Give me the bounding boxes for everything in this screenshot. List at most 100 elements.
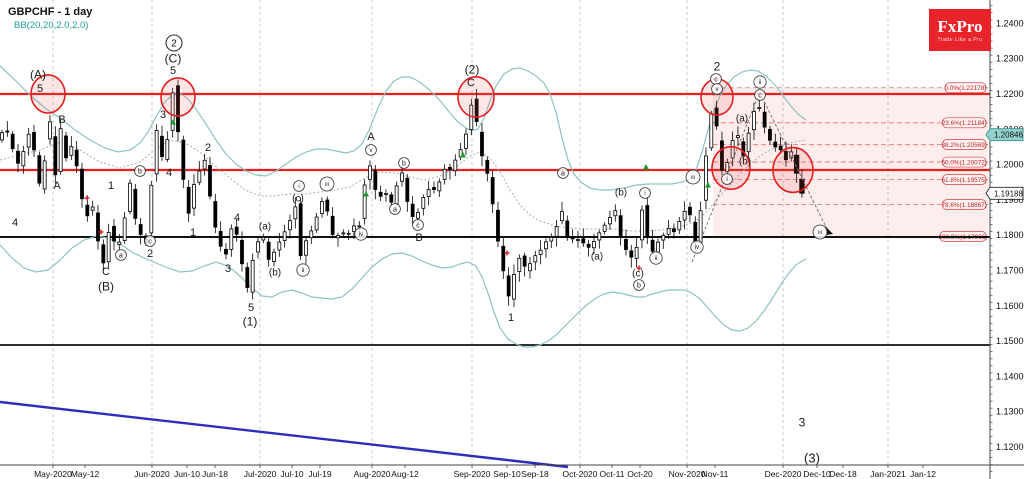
wave-label-circled: c — [412, 219, 424, 231]
wave-label-circled: ii — [753, 75, 767, 89]
candle-up — [384, 189, 388, 202]
date-axis-tick: Oct-2020 — [563, 469, 598, 479]
wave-label-circled: v — [711, 83, 723, 95]
svg-text:v: v — [370, 148, 373, 154]
candle-up — [58, 119, 63, 175]
candle-up — [282, 224, 287, 248]
candle-down — [672, 223, 676, 239]
svg-text:i: i — [726, 177, 727, 183]
price-axis[interactable]: 1.240001.230001.220001.210001.200001.190… — [985, 0, 1024, 479]
wave-label: 2 — [714, 59, 721, 73]
candle-down — [586, 239, 591, 257]
candle-up — [682, 201, 687, 230]
svg-text:v: v — [716, 87, 719, 93]
fibonacci-retracement-zone: 0.0%(1.22178) 23.6%(1.21184) 38.2%(1.20569… — [713, 82, 988, 242]
indicator-label[interactable]: BB(20,20,2.0,2.0) — [14, 20, 89, 31]
date-axis-tick: Oct-20 — [627, 469, 653, 479]
candle-down — [240, 231, 244, 272]
candle-down — [37, 151, 42, 187]
date-axis-tick: Sep-18 — [521, 469, 549, 479]
wave-label: (c) — [632, 269, 644, 280]
wave-label: B — [415, 232, 422, 244]
wave-label-circled: i — [293, 180, 305, 192]
candle-down — [405, 174, 410, 212]
candle-down — [186, 180, 191, 222]
wave-label: (a) — [591, 252, 603, 263]
candle-down — [112, 219, 116, 251]
candle-up — [560, 201, 564, 225]
candle-up — [437, 178, 442, 197]
candle-up — [512, 264, 516, 308]
date-axis-tick: Jun-10 — [174, 469, 200, 479]
date-axis-tick: Jul-2020 — [244, 469, 277, 479]
wave-label-circled: i — [721, 173, 733, 185]
svg-text:38.2%(1.20569): 38.2%(1.20569) — [941, 142, 986, 149]
candle-up — [272, 248, 276, 267]
wave-label: (b) — [615, 188, 627, 199]
candle-up — [661, 232, 666, 249]
candle-up — [746, 126, 751, 158]
bollinger-middle-band — [0, 139, 807, 232]
candle-up — [549, 233, 554, 249]
date-axis-tick: Jul-19 — [308, 469, 331, 479]
price-axis-tick: 1.18000 — [996, 230, 1024, 240]
candle-up — [21, 145, 26, 174]
candle-up — [453, 154, 458, 177]
candle-down — [245, 262, 250, 293]
wave-label-circled: c — [710, 73, 722, 85]
buy-arrow-icon — [363, 191, 369, 197]
bollinger-upper-band — [0, 65, 807, 191]
fib-level-label — [942, 174, 987, 185]
candle-up — [666, 219, 671, 239]
candle-up — [0, 129, 4, 143]
svg-text:2: 2 — [171, 39, 177, 50]
svg-text:i: i — [298, 184, 299, 190]
candle-up — [592, 233, 596, 255]
candle-up — [517, 254, 522, 282]
candle-up — [757, 98, 762, 112]
blue-trendline[interactable] — [0, 400, 569, 469]
wave-label: (A) — [30, 67, 46, 81]
candle-down — [506, 267, 511, 306]
candle-down — [32, 124, 36, 158]
candle-down — [176, 79, 180, 142]
svg-text:50.0%(1.20072): 50.0%(1.20072) — [941, 159, 986, 166]
svg-text:iv: iv — [695, 245, 699, 251]
wave-label: (b) — [269, 268, 281, 279]
svg-text:0.0%(1.22178): 0.0%(1.22178) — [945, 85, 987, 92]
wave-label-circled: iv — [354, 227, 368, 241]
candles-layer — [0, 79, 805, 308]
svg-text:iv: iv — [359, 232, 363, 238]
candle-up — [426, 180, 431, 206]
price-axis-tick: 1.23000 — [996, 54, 1024, 64]
candle-up — [314, 212, 319, 233]
buy-arrow-icon — [705, 182, 711, 188]
buy-arrow-icon — [170, 119, 176, 125]
wave-label: (2) — [465, 62, 480, 76]
date-axis-tick: Jan-12 — [910, 469, 936, 479]
candle-down — [480, 123, 484, 167]
wave-label: (1) — [243, 314, 258, 328]
candle-up — [736, 126, 740, 147]
svg-text:c: c — [416, 223, 420, 230]
wave-label-circled: b — [134, 165, 146, 177]
candle-up — [250, 253, 255, 300]
candle-down — [101, 239, 106, 271]
candle-down — [74, 140, 79, 173]
wave-label: (3) — [804, 451, 820, 466]
candle-down — [618, 209, 623, 246]
candle-up — [42, 155, 47, 194]
svg-text:ii: ii — [302, 268, 305, 274]
wave-label: C — [467, 77, 475, 89]
svg-text:c: c — [758, 93, 762, 100]
bollinger-lower-band — [0, 235, 807, 348]
date-axis-tick: May-2020 — [34, 469, 72, 479]
candle-down — [330, 207, 335, 239]
fib-level-label — [942, 139, 987, 150]
date-axis-tick: Dec-2020 — [765, 469, 802, 479]
candle-down — [213, 194, 218, 234]
candle-up — [677, 216, 682, 235]
candle-up — [597, 229, 602, 249]
